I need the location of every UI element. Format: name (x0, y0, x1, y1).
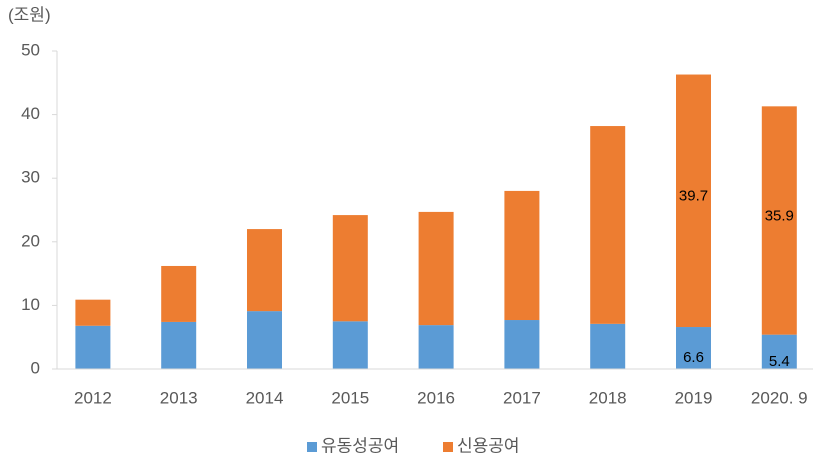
data-label: 5.4 (769, 353, 790, 370)
y-tick-label: 10 (21, 295, 40, 314)
x-tick-label: 2013 (160, 388, 198, 407)
x-tick-label: 2015 (331, 388, 369, 407)
x-tick-label: 2016 (417, 388, 455, 407)
bar-segment (75, 325, 111, 369)
data-label: 39.7 (679, 188, 708, 205)
bar-segment (590, 126, 626, 324)
legend-label: 신용공여 (457, 436, 520, 455)
x-tick-label: 2018 (589, 388, 627, 407)
bar-segment (761, 334, 797, 369)
bar-segment (504, 320, 540, 369)
x-tick-label: 2017 (503, 388, 541, 407)
x-tick-label: 2019 (675, 388, 713, 407)
x-tick-label: 2020. 9 (751, 388, 808, 407)
data-label: 6.6 (683, 349, 704, 366)
x-tick-label: 2012 (74, 388, 112, 407)
bar-segment (161, 321, 197, 369)
y-tick-label: 0 (31, 358, 40, 377)
y-tick-label: 20 (21, 231, 40, 250)
bar-segment (590, 323, 626, 369)
y-tick-label: 40 (21, 104, 40, 123)
unit-label: (조원) (8, 5, 51, 24)
bar-segment (676, 327, 711, 369)
bar-segment (161, 265, 197, 322)
y-tick-label: 50 (21, 40, 40, 59)
bar-segment (75, 299, 111, 326)
bar-segment (332, 215, 368, 322)
bar-segment (418, 325, 454, 369)
bar-segment (676, 74, 711, 328)
legend-swatch (443, 442, 453, 452)
y-tick-label: 30 (21, 168, 40, 187)
bar-segment (504, 190, 540, 321)
x-tick-label: 2014 (246, 388, 284, 407)
bar-segment (332, 321, 368, 369)
data-label: 35.9 (765, 207, 794, 224)
bar-segment (247, 229, 282, 312)
legend-label: 유동성공여 (321, 436, 399, 455)
bar-segment (761, 106, 797, 335)
legend-swatch (307, 442, 317, 452)
bar-segment (247, 311, 282, 369)
bar-segment (418, 211, 454, 326)
